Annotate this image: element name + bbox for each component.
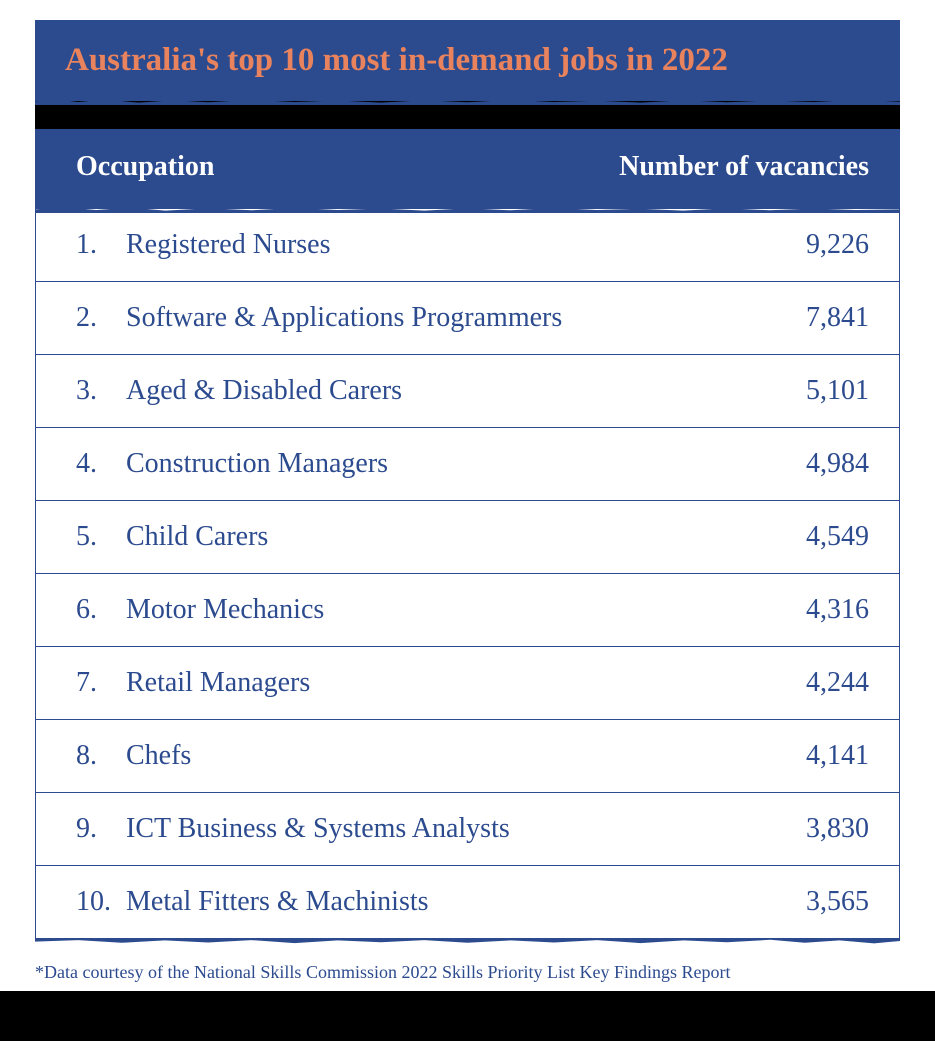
- row-vacancies: 4,141: [806, 740, 869, 772]
- row-occupation: Registered Nurses: [126, 229, 806, 261]
- row-occupation: Chefs: [126, 740, 806, 772]
- row-vacancies: 4,244: [806, 667, 869, 699]
- row-vacancies: 3,830: [806, 813, 869, 845]
- table-row: 7.Retail Managers4,244: [36, 647, 899, 720]
- row-rank: 2.: [76, 302, 126, 334]
- row-vacancies: 5,101: [806, 375, 869, 407]
- table-row: 2.Software & Applications Programmers7,8…: [36, 282, 899, 355]
- table-row: 10.Metal Fitters & Machinists3,565: [36, 866, 899, 938]
- jobs-table: Occupation Number of vacancies 1.Registe…: [35, 129, 900, 938]
- row-vacancies: 9,226: [806, 229, 869, 261]
- row-rank: 7.: [76, 667, 126, 699]
- row-occupation: Retail Managers: [126, 667, 806, 699]
- row-rank: 3.: [76, 375, 126, 407]
- title-bar: Australia's top 10 most in-demand jobs i…: [35, 20, 900, 101]
- column-header-occupation: Occupation: [76, 151, 619, 183]
- row-occupation: Aged & Disabled Carers: [126, 375, 806, 407]
- table-row: 8.Chefs4,141: [36, 720, 899, 793]
- row-occupation: Construction Managers: [126, 448, 806, 480]
- row-occupation: Metal Fitters & Machinists: [126, 886, 806, 918]
- row-occupation: ICT Business & Systems Analysts: [126, 813, 806, 845]
- table-header: Occupation Number of vacancies: [36, 129, 899, 209]
- row-rank: 8.: [76, 740, 126, 772]
- row-rank: 4.: [76, 448, 126, 480]
- row-occupation: Motor Mechanics: [126, 594, 806, 626]
- row-occupation: Child Carers: [126, 521, 806, 553]
- row-rank: 1.: [76, 229, 126, 261]
- column-header-vacancies: Number of vacancies: [619, 151, 869, 183]
- table-row: 4.Construction Managers4,984: [36, 428, 899, 501]
- title-gap: [35, 101, 900, 129]
- row-rank: 6.: [76, 594, 126, 626]
- row-rank: 10.: [76, 886, 126, 918]
- row-vacancies: 4,984: [806, 448, 869, 480]
- table-bottom-edge: [35, 938, 900, 944]
- row-occupation: Software & Applications Programmers: [126, 302, 806, 334]
- row-rank: 5.: [76, 521, 126, 553]
- table-row: 3.Aged & Disabled Carers5,101: [36, 355, 899, 428]
- row-vacancies: 4,316: [806, 594, 869, 626]
- row-rank: 9.: [76, 813, 126, 845]
- row-vacancies: 3,565: [806, 886, 869, 918]
- footnote: *Data courtesy of the National Skills Co…: [35, 962, 900, 983]
- table-row: 1.Registered Nurses9,226: [36, 209, 899, 282]
- table-row: 5.Child Carers4,549: [36, 501, 899, 574]
- table-body: 1.Registered Nurses9,2262.Software & App…: [36, 209, 899, 938]
- page-title: Australia's top 10 most in-demand jobs i…: [65, 42, 870, 79]
- row-vacancies: 7,841: [806, 302, 869, 334]
- row-vacancies: 4,549: [806, 521, 869, 553]
- table-row: 6.Motor Mechanics4,316: [36, 574, 899, 647]
- footer-block: [0, 991, 935, 1041]
- table-row: 9.ICT Business & Systems Analysts3,830: [36, 793, 899, 866]
